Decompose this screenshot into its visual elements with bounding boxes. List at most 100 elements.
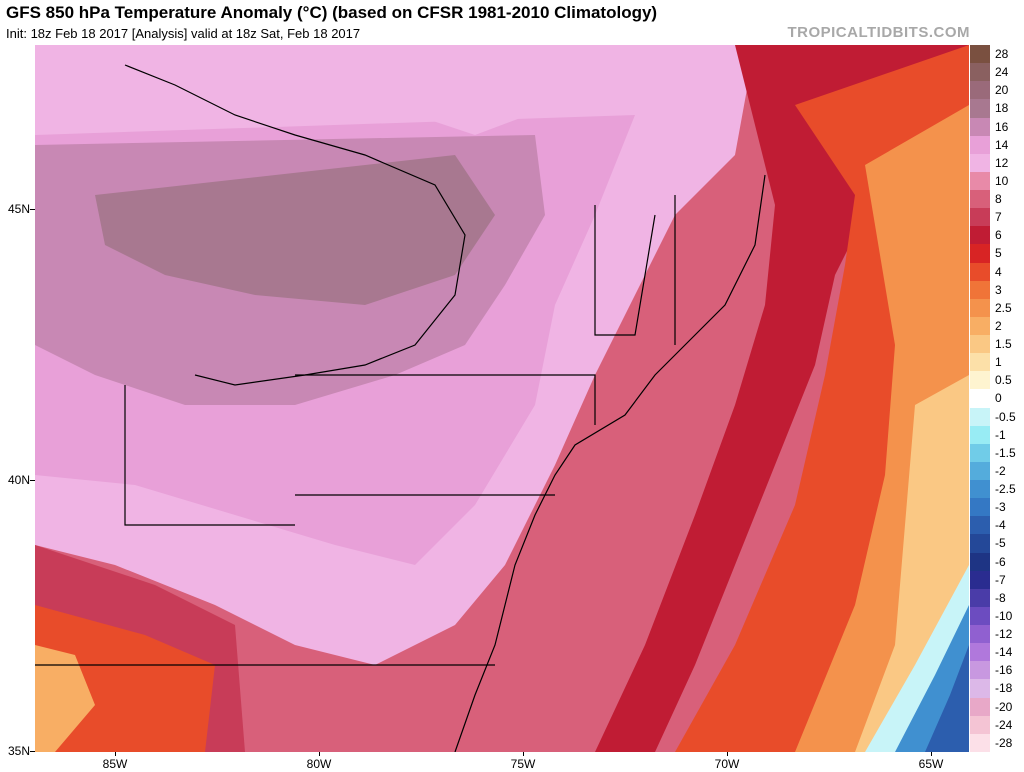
colorbar-swatch — [970, 171, 990, 190]
lon-label-80w: 80W — [306, 757, 332, 771]
colorbar-level: 7 — [970, 208, 1024, 227]
colorbar-label: 2 — [995, 318, 1002, 333]
colorbar-level: 6 — [970, 226, 1024, 245]
colorbar-label: -1.5 — [995, 445, 1016, 460]
boundaries — [35, 64, 766, 752]
colorbar-label: -6 — [995, 554, 1006, 569]
colorbar-swatch — [970, 570, 990, 589]
colorbar-swatch — [970, 516, 990, 535]
lon-tick-65w — [931, 752, 932, 756]
lat-label-40n: 40N — [7, 473, 30, 487]
colorbar-label: 20 — [995, 83, 1009, 98]
colorbar-swatch — [970, 117, 990, 136]
colorbar-label: 28 — [995, 47, 1009, 62]
colorbar-swatch — [970, 389, 990, 408]
field-quebec-warm — [395, 45, 555, 135]
colorbar-label: -18 — [995, 681, 1013, 696]
lon-tick-85w — [115, 752, 116, 756]
lon-label-75w: 75W — [510, 757, 536, 771]
colorbar-level: -2 — [970, 461, 1024, 480]
colorbar-level: -12 — [970, 625, 1024, 644]
lon-label-65w: 65W — [918, 757, 944, 771]
state-border-oh — [124, 385, 295, 526]
colorbar-level: -6 — [970, 552, 1024, 571]
lon-label-70w: 70W — [714, 757, 740, 771]
colorbar-swatch — [970, 425, 990, 444]
colorbar-level: -4 — [970, 516, 1024, 535]
colorbar-label: 7 — [995, 210, 1002, 225]
colorbar-swatch — [970, 588, 990, 607]
colorbar-level: 0.5 — [970, 371, 1024, 390]
colorbar-swatch — [970, 353, 990, 372]
colorbar-level: 10 — [970, 171, 1024, 190]
colorbar-swatch — [970, 335, 990, 354]
colorbar-swatch — [970, 190, 990, 209]
colorbar-swatch — [970, 552, 990, 571]
field-18-region — [95, 155, 495, 305]
colorbar: 28 24 20 18 16 14 12 10 8 7 6 5 4 3 2.5 2 1.5 1 0.5 0 -0.5 -1… — [970, 45, 1024, 752]
colorbar-level: -3 — [970, 498, 1024, 517]
colorbar-label: -10 — [995, 608, 1013, 623]
colorbar-swatch — [970, 461, 990, 480]
colorbar-label: -8 — [995, 590, 1006, 605]
colorbar-level: -28 — [970, 733, 1024, 752]
colorbar-level: -10 — [970, 606, 1024, 625]
colorbar-swatch — [970, 443, 990, 462]
lat-tick-40n — [30, 480, 35, 481]
colorbar-swatch — [970, 733, 990, 752]
state-border-vt-nh — [594, 205, 656, 336]
colorbar-level: 24 — [970, 63, 1024, 82]
colorbar-level: 3 — [970, 280, 1024, 299]
colorbar-swatch — [970, 81, 990, 100]
colorbar-swatch — [970, 625, 990, 644]
colorbar-level: -2.5 — [970, 480, 1024, 499]
colorbar-label: 14 — [995, 137, 1009, 152]
colorbar-level: -24 — [970, 715, 1024, 734]
colorbar-label: 3 — [995, 282, 1002, 297]
colorbar-label: -1 — [995, 427, 1006, 442]
colorbar-label: -14 — [995, 645, 1013, 660]
coastline-east — [454, 174, 766, 752]
colorbar-label: -7 — [995, 572, 1006, 587]
colorbar-swatch — [970, 135, 990, 154]
colorbar-level: -5 — [970, 534, 1024, 553]
colorbar-label: 8 — [995, 192, 1002, 207]
colorbar-swatch — [970, 298, 990, 317]
anomaly-map — [35, 45, 969, 752]
colorbar-label: 4 — [995, 264, 1002, 279]
colorbar-label: -0.5 — [995, 409, 1016, 424]
anomaly-field-svg — [35, 45, 969, 752]
colorbar-label: -2.5 — [995, 482, 1016, 497]
colorbar-label: -2 — [995, 463, 1006, 478]
colorbar-label: -24 — [995, 717, 1013, 732]
colorbar-swatch — [970, 534, 990, 553]
colorbar-label: 12 — [995, 155, 1009, 170]
colorbar-label: 0.5 — [995, 373, 1012, 388]
colorbar-level: 2.5 — [970, 298, 1024, 317]
colorbar-level: 0 — [970, 389, 1024, 408]
colorbar-label: -4 — [995, 518, 1006, 533]
colorbar-level: 4 — [970, 262, 1024, 281]
colorbar-swatch — [970, 244, 990, 263]
colorbar-level: -1 — [970, 425, 1024, 444]
lat-tick-35n — [30, 751, 35, 752]
colorbar-swatch — [970, 99, 990, 118]
colorbar-level: -1.5 — [970, 443, 1024, 462]
colorbar-label: 2.5 — [995, 300, 1012, 315]
init-valid-time: Init: 18z Feb 18 2017 [Analysis] valid a… — [6, 26, 361, 41]
colorbar-label: -20 — [995, 699, 1013, 714]
lon-tick-80w — [319, 752, 320, 756]
colorbar-swatch — [970, 715, 990, 734]
colorbar-label: 6 — [995, 228, 1002, 243]
colorbar-level: 5 — [970, 244, 1024, 263]
colorbar-label: 18 — [995, 101, 1009, 116]
colorbar-swatch — [970, 606, 990, 625]
colorbar-level: -20 — [970, 697, 1024, 716]
colorbar-level: 18 — [970, 99, 1024, 118]
colorbar-label: 5 — [995, 246, 1002, 261]
colorbar-level: 1.5 — [970, 335, 1024, 354]
colorbar-label: -3 — [995, 500, 1006, 515]
colorbar-level: -7 — [970, 570, 1024, 589]
colorbar-level: 16 — [970, 117, 1024, 136]
colorbar-level: -8 — [970, 588, 1024, 607]
